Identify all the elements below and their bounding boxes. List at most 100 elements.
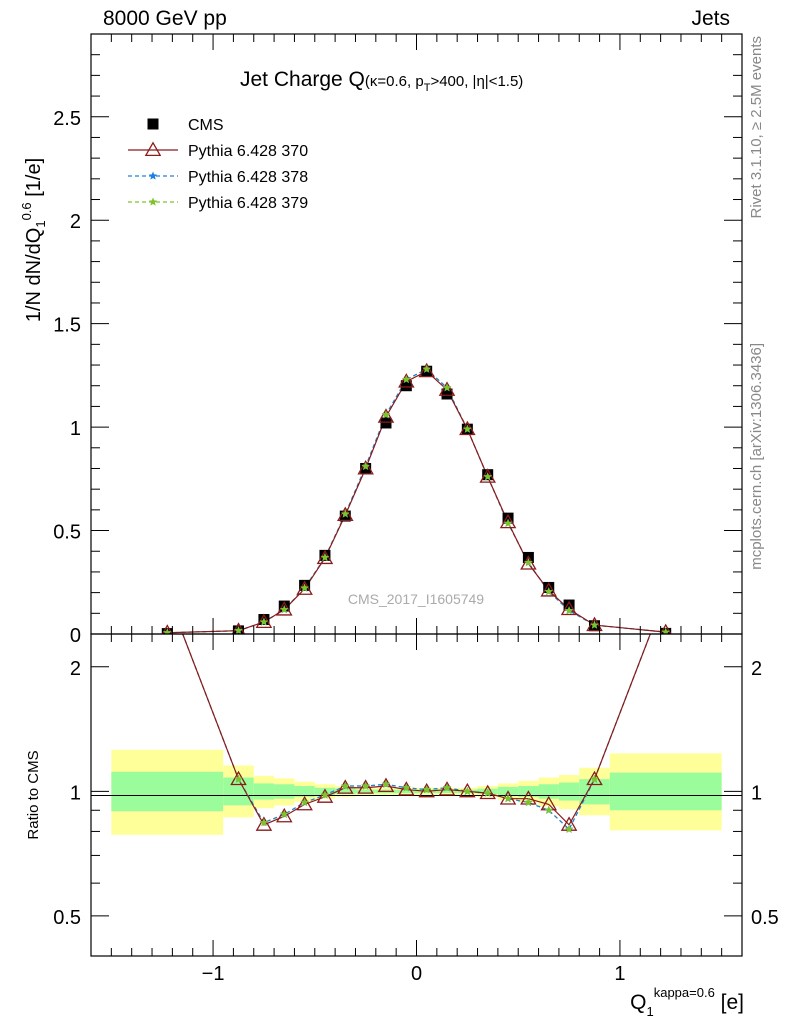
point-s3-18 — [590, 620, 599, 629]
inner-band-11 — [436, 789, 458, 794]
ratio-tick-label-left: 2 — [70, 658, 81, 680]
point-s1-14 — [499, 513, 517, 529]
ratio-tick-label-right: 0.5 — [751, 907, 779, 929]
inner-band-1 — [223, 777, 254, 806]
ratio-point-s3-15 — [524, 797, 533, 807]
point-s0-8 — [380, 417, 392, 429]
ratio-point-s3-19 — [661, 589, 670, 597]
ratio-tick-label-left: 1 — [70, 782, 81, 804]
x-axis-label: Q1kappa=0.6 [e] — [630, 985, 744, 1019]
point-s0-14 — [502, 512, 514, 524]
point-s1-8 — [377, 408, 395, 423]
ratio-tick-label-right: 1 — [751, 782, 762, 804]
inner-band-2 — [253, 783, 275, 800]
legend-marker-1 — [144, 141, 162, 157]
point-s0-7 — [360, 462, 372, 474]
ratio-point-s1-9 — [398, 781, 415, 796]
ratio-tick-label-right: 2 — [751, 658, 762, 680]
point-s3-8 — [381, 410, 391, 419]
ratio-point-s3-6 — [341, 781, 350, 790]
rivet-label: Rivet 3.1.10, ≥ 2.5M events — [748, 36, 765, 219]
inner-band-9 — [396, 789, 417, 794]
point-s3-6 — [341, 509, 350, 518]
ratio-point-s3-14 — [503, 794, 513, 803]
point-s3-2 — [259, 617, 269, 626]
point-s0-9 — [400, 380, 412, 392]
point-s3-1 — [234, 626, 243, 634]
legend-label: CMS — [188, 117, 224, 134]
ratio-point-s3-18 — [590, 774, 599, 783]
ratio-point-s1-5 — [316, 788, 334, 803]
inner-band-4 — [294, 786, 315, 797]
axis-ticks — [91, 33, 742, 957]
ratio-point-s3-2 — [259, 818, 269, 827]
point-s3-9 — [402, 375, 411, 384]
ratio-point-s3-4 — [300, 797, 309, 807]
chart-legend: CMS Pythia 6.428 370 Pythia 6.428 378 Pythi… — [128, 117, 308, 212]
ratio-panel-series — [160, 587, 673, 833]
point-s3-10 — [422, 364, 431, 373]
point-s1-10 — [418, 362, 435, 378]
point-s1-17 — [560, 600, 578, 616]
point-s1-11 — [438, 381, 456, 396]
ratio-point-s2-19 — [661, 589, 670, 597]
point-s1-6 — [337, 506, 354, 522]
point-s3-7 — [361, 461, 370, 471]
ratio-point-s3-10 — [422, 785, 431, 794]
ratio-point-s1-4 — [296, 795, 313, 811]
point-s3-17 — [564, 606, 574, 615]
legend-marker-cms — [147, 118, 159, 130]
x-tick-labels: −1 0 1 — [202, 963, 626, 985]
ratio-point-s3-12 — [463, 786, 472, 795]
ratio-point-s1-19 — [659, 587, 673, 600]
x-tick-label: 1 — [614, 963, 625, 985]
point-s3-13 — [483, 472, 492, 481]
ratio-point-s1-6 — [337, 779, 354, 794]
point-s1-4 — [296, 580, 313, 595]
analysis-watermark: CMS_2017_I1605749 — [348, 591, 484, 607]
point-s0-17 — [563, 599, 575, 611]
point-s3-0 — [163, 628, 172, 634]
y-tick-labels: 0 0.5 1 1.5 2 2.5 — [53, 108, 81, 647]
ratio-point-s3-13 — [483, 788, 492, 797]
ratio-tick-labels: 0.5 0.5 1 1 2 2 — [53, 658, 779, 929]
point-s0-6 — [339, 510, 351, 522]
legend-label: Pythia 6.428 378 — [188, 169, 308, 186]
point-s1-15 — [520, 555, 537, 570]
point-s1-9 — [398, 373, 415, 388]
y-tick-label: 1.5 — [53, 315, 81, 337]
point-s1-16 — [540, 582, 558, 597]
legend-marker-3 — [148, 197, 158, 206]
ratio-point-s3-16 — [544, 805, 554, 814]
ratio-uncertainty-bands — [111, 749, 722, 835]
ratio-point-s3-5 — [320, 790, 330, 799]
point-s3-16 — [544, 587, 554, 596]
chart-title: Jet Charge Q(κ=0.6, pT>400, |η|<1.5) — [240, 68, 523, 94]
inner-band-19 — [609, 772, 722, 811]
ratio-point-s1-0 — [160, 587, 174, 600]
ratio-point-s3-7 — [361, 781, 370, 790]
ratio-point-s3-9 — [402, 783, 411, 792]
y-tick-label: 2 — [70, 211, 81, 233]
point-s3-11 — [442, 383, 452, 392]
ratio-point-s3-3 — [279, 809, 289, 818]
point-s1-7 — [357, 460, 374, 475]
ratio-point-s3-0 — [163, 589, 172, 597]
y-tick-label: 0.5 — [53, 522, 81, 544]
ratio-point-s3-1 — [234, 774, 243, 783]
ratio-point-s2-0 — [163, 589, 172, 597]
inner-band-17 — [558, 782, 580, 801]
x-tick-label: 0 — [411, 963, 422, 985]
inner-band-0 — [111, 771, 224, 812]
ratio-y-axis-label: Ratio to CMS — [25, 750, 42, 839]
ratio-point-s3-11 — [442, 783, 452, 792]
header-left-label: 8000 GeV pp — [103, 7, 227, 30]
point-s3-15 — [524, 558, 533, 567]
point-s3-5 — [320, 552, 330, 562]
y-axis-label: 1/N dN/dQ10.6 [1/e] — [19, 158, 48, 322]
point-s0-11 — [441, 388, 453, 400]
y-tick-label: 2.5 — [53, 108, 81, 130]
point-s3-12 — [463, 424, 472, 433]
header-right-label: Jets — [691, 7, 730, 30]
ratio-point-s1-7 — [357, 779, 374, 794]
